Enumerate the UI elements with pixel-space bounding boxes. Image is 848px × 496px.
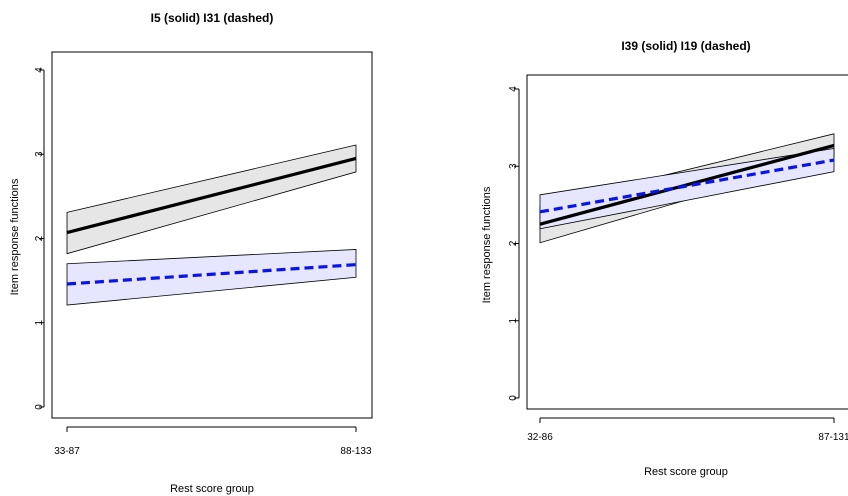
y-tick-label: 1 <box>34 320 45 326</box>
y-tick-label: 4 <box>508 86 519 92</box>
y-tick-label: 1 <box>508 318 519 324</box>
chart-panel-left: I5 (solid) I31 (dashed) Rest score group… <box>9 11 373 495</box>
plot-frame <box>51 51 373 419</box>
x-axis-label: Rest score group <box>170 483 254 495</box>
series-line-0 <box>66 156 357 235</box>
y-tick-label: 4 <box>34 67 45 73</box>
x-tick-label: 87-131 <box>818 432 848 443</box>
chart-panel-right: I39 (solid) I19 (dashed) Rest score grou… <box>481 39 848 478</box>
y-tick-label: 3 <box>508 163 519 169</box>
chart-title: I5 (solid) I31 (dashed) <box>151 11 274 25</box>
confidence-band-1 <box>66 249 357 306</box>
confidence-band-1 <box>539 148 835 230</box>
y-axis-label: Item response functions <box>481 186 493 303</box>
x-tick-label: 32-86 <box>527 432 553 443</box>
y-tick-label: 0 <box>34 404 45 410</box>
x-tick-label: 88-133 <box>340 446 372 457</box>
y-tick-label: 0 <box>508 395 519 401</box>
x-axis-label: Rest score group <box>644 466 728 478</box>
plot-frame <box>526 74 848 410</box>
series-line-1 <box>66 263 357 286</box>
y-tick-label: 2 <box>508 240 519 246</box>
y-tick-label: 2 <box>34 235 45 241</box>
x-tick-label: 33-87 <box>54 446 80 457</box>
series-line-0 <box>539 143 835 226</box>
confidence-band-0 <box>66 144 357 255</box>
plot-area: 0 1 2 3 4 32-86 87-131 <box>508 74 848 443</box>
y-tick-label: 3 <box>34 151 45 157</box>
series-line-1 <box>539 158 835 214</box>
plot-area: 0 1 2 3 4 33-87 88-133 <box>34 51 373 457</box>
y-axis-label: Item response functions <box>9 178 21 295</box>
chart-title: I39 (solid) I19 (dashed) <box>621 39 750 53</box>
